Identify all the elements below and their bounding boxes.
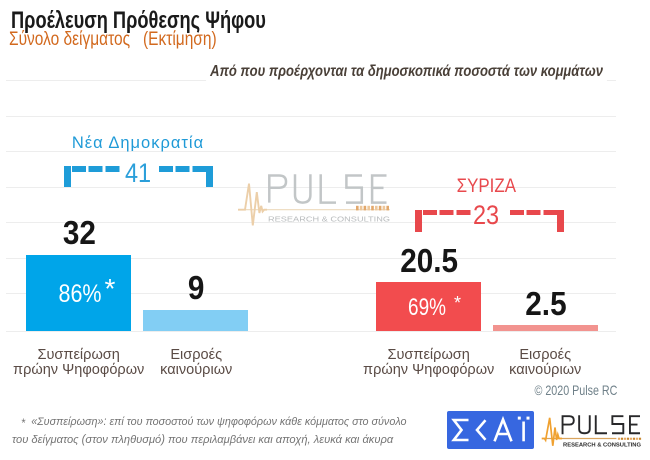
svg-text:RESEARCH & CONSULTING: RESEARCH & CONSULTING (563, 443, 641, 449)
svg-text:RESEARCH & CONSULTING: RESEARCH & CONSULTING (268, 215, 390, 224)
